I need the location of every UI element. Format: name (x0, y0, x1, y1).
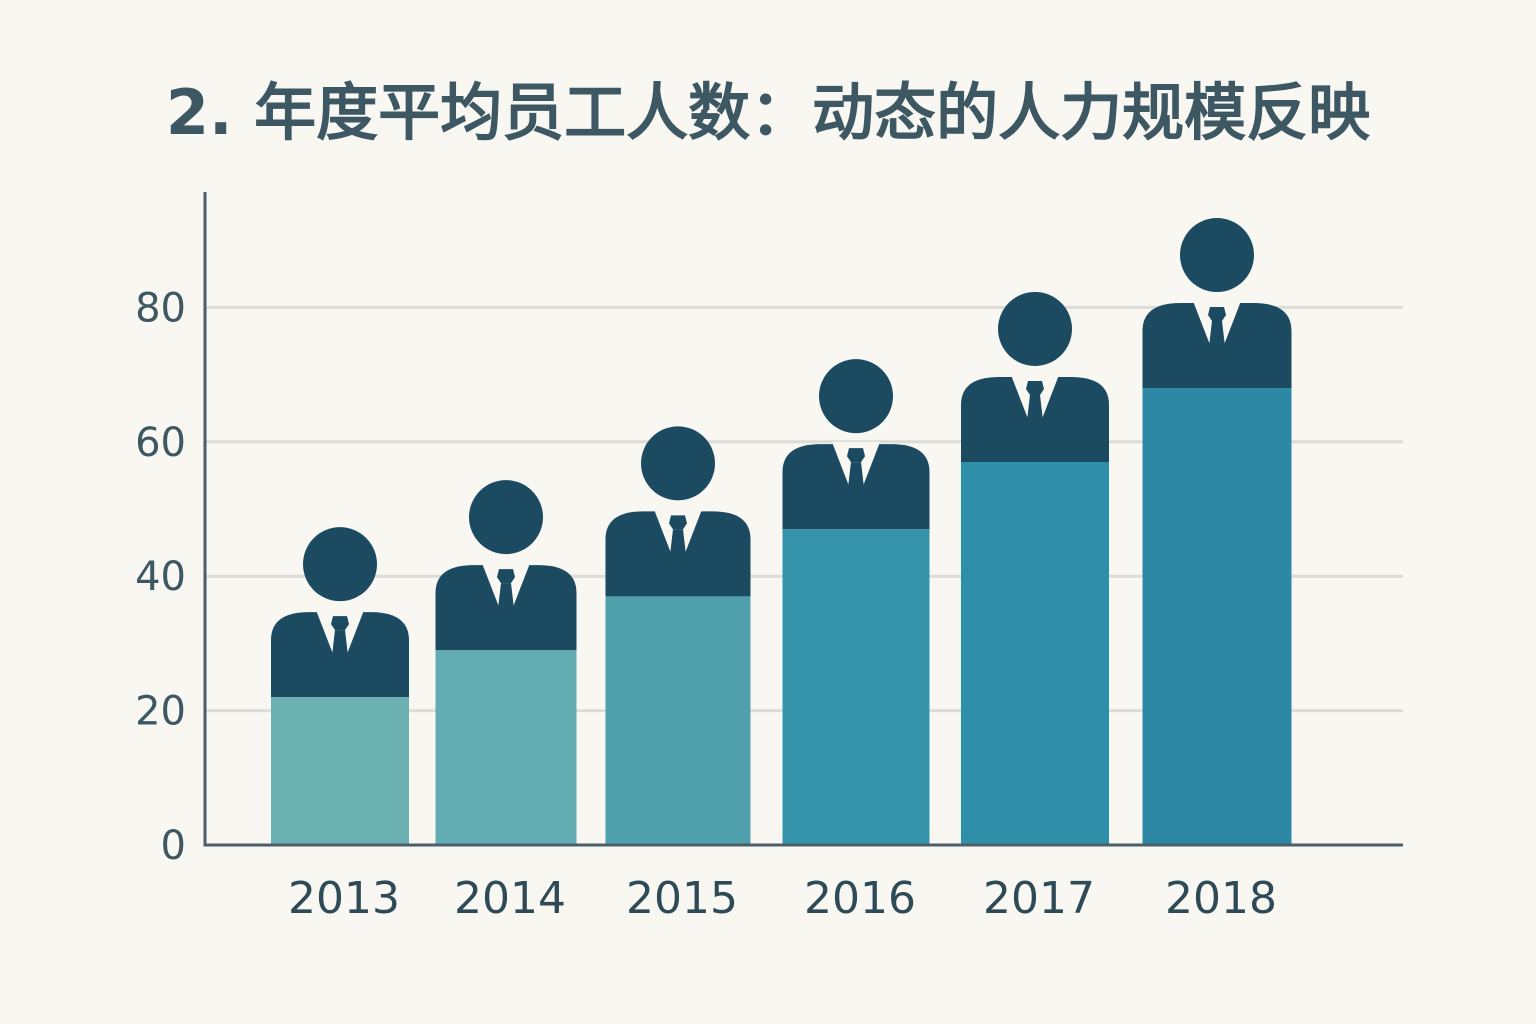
person-tie-2018 (1208, 321, 1226, 366)
person-head-2015 (641, 426, 715, 501)
person-tie-knot-2018 (1208, 307, 1226, 322)
x-tick-label-2013: 2013 (288, 873, 400, 924)
bar-2015 (605, 426, 751, 845)
bar-2016 (782, 359, 930, 845)
bar-2013 (271, 527, 409, 845)
x-tick-label-2016: 2016 (804, 873, 916, 924)
person-tie-knot-2013 (331, 616, 349, 631)
bar-rect-2017 (961, 461, 1109, 845)
y-tick-label-20: 20 (135, 689, 186, 735)
person-head-2018 (1180, 218, 1254, 293)
bar-rect-2016 (782, 529, 930, 845)
bar-2018 (1142, 218, 1292, 845)
person-head-2014 (469, 480, 543, 555)
person-head-2013 (303, 527, 377, 602)
person-tie-2015 (669, 529, 687, 574)
bar-rect-2018 (1142, 388, 1292, 845)
person-tie-knot-2016 (847, 448, 865, 463)
bar-rect-2015 (605, 596, 751, 845)
x-tick-label-2014: 2014 (454, 873, 566, 924)
bar-2017 (961, 291, 1109, 845)
y-tick-label-60: 60 (135, 420, 186, 466)
bar-rect-2014 (435, 650, 577, 845)
bar-rect-2013 (271, 697, 409, 845)
chart-title: 2. 年度平均员工人数：动态的人力规模反映 (165, 76, 1371, 149)
y-tick-label-80: 80 (135, 285, 186, 331)
person-tie-2014 (497, 583, 515, 628)
x-tick-label-2015: 2015 (626, 873, 738, 924)
x-tick-label-2017: 2017 (983, 873, 1095, 924)
person-tie-knot-2014 (497, 569, 515, 584)
axes (203, 192, 1403, 847)
person-tie-2017 (1026, 394, 1044, 439)
person-tie-knot-2015 (669, 515, 687, 530)
person-tie-2013 (331, 630, 349, 675)
person-tie-2016 (847, 462, 865, 507)
y-tick-labels: 0 20 40 60 80 (135, 285, 186, 869)
y-tick-label-0: 0 (161, 823, 186, 869)
bars-group (271, 218, 1292, 845)
person-tie-knot-2017 (1026, 380, 1044, 395)
y-tick-label-40: 40 (135, 554, 186, 600)
person-head-2016 (819, 359, 893, 434)
person-head-2017 (998, 291, 1072, 366)
x-tick-label-2018: 2018 (1165, 873, 1277, 924)
x-tick-labels: 2013 2014 2015 2016 2017 2018 (288, 873, 1277, 924)
bar-2014 (435, 480, 577, 845)
